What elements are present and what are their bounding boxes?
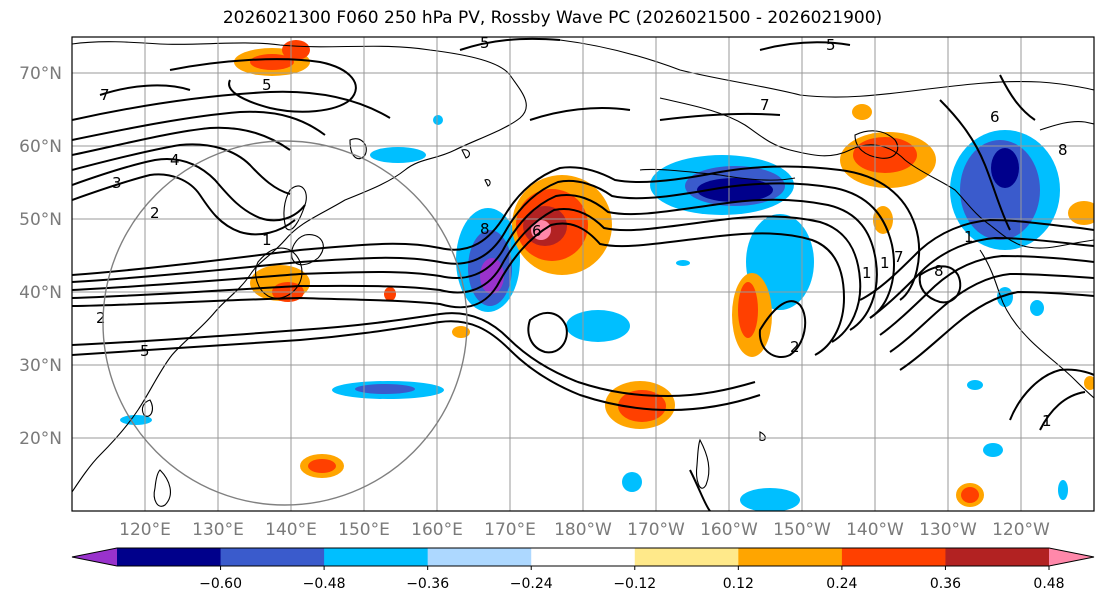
- colorbar-tick-label: −0.24: [510, 576, 553, 592]
- map-title: 2026021300 F060 250 hPa PV, Rossby Wave …: [222, 8, 883, 28]
- negative-anomaly-region: [370, 147, 426, 163]
- contour-label: 5: [480, 34, 490, 52]
- contour-label: 5: [262, 76, 272, 94]
- coastlines: [72, 39, 1094, 507]
- colorbar-tick-label: −0.60: [199, 576, 242, 592]
- colorbar-tick-label: −0.12: [613, 576, 656, 592]
- lat-label: 40°N: [19, 283, 62, 303]
- colorbar-tick-label: 0.48: [1033, 576, 1064, 592]
- contour-label: 1: [262, 231, 272, 249]
- colorbar-extend-max: [1049, 548, 1094, 566]
- colorbar-segment: [117, 548, 222, 566]
- colorbar-segment: [634, 548, 739, 566]
- lon-label: 120°W: [992, 520, 1050, 540]
- colorbar-segment: [220, 548, 325, 566]
- contour-label: 7: [100, 86, 110, 104]
- colorbar-segment: [738, 548, 843, 566]
- contour-label: 5: [826, 36, 836, 54]
- contour-label: 5: [140, 342, 150, 360]
- lon-label: 150°E: [338, 520, 390, 540]
- colorbar-segment: [841, 548, 946, 566]
- contour-label: 7: [894, 248, 904, 266]
- lat-label: 70°N: [19, 64, 62, 84]
- lat-label: 20°N: [19, 429, 62, 449]
- contour-label: 1: [964, 228, 974, 246]
- reference-circle: [102, 140, 468, 506]
- contour-label: 8: [934, 262, 944, 280]
- lon-label: 160°W: [700, 520, 758, 540]
- contour-label: 3: [112, 174, 122, 192]
- contour-label: 1: [862, 264, 872, 282]
- contour-label: 4: [170, 151, 180, 169]
- lon-label: 140°W: [846, 520, 904, 540]
- lon-label: 130°E: [192, 520, 244, 540]
- lon-label: 140°E: [265, 520, 317, 540]
- colorbar: −0.60 −0.48 −0.36 −0.24 −0.12 0.12 0.24 0.36 0.4…: [71, 547, 1095, 592]
- latitude-labels: 70°N 60°N 50°N 40°N 30°N 20°N: [19, 64, 62, 449]
- lon-label: 130°W: [919, 520, 977, 540]
- colorbar-tick-label: 0.12: [723, 576, 754, 592]
- lat-label: 60°N: [19, 137, 62, 157]
- colorbar-segment: [324, 548, 429, 566]
- contour-label: 8: [1058, 141, 1068, 159]
- contour-labels: 5 7 5 5 4 3 2 1 2 7 6 8 6 1 8 1 7 5 8 1 …: [96, 34, 1068, 430]
- contour-label: 1: [1042, 412, 1052, 430]
- contour-label: 8: [480, 220, 490, 238]
- lon-label: 180°W: [554, 520, 612, 540]
- contour-label: 2: [150, 204, 160, 222]
- contour-label: 6: [532, 222, 542, 240]
- map-content: 5 7 5 5 4 3 2 1 2 7 6 8 6 1 8 1 7 5 8 1 …: [72, 34, 1094, 511]
- colorbar-tick-label: 0.24: [826, 576, 857, 592]
- contour-label: 1: [880, 254, 890, 272]
- contour-label: 2: [790, 338, 800, 356]
- colorbar-segment: [945, 548, 1050, 566]
- colorbar-extend-min: [72, 548, 117, 566]
- map-border: [71, 36, 1095, 512]
- colorbar-outline: [71, 547, 1095, 567]
- colorbar-tick-label: 0.36: [930, 576, 961, 592]
- lon-label: 160°E: [411, 520, 463, 540]
- contour-label: 6: [990, 108, 1000, 126]
- lon-label: 170°W: [627, 520, 685, 540]
- lat-label: 30°N: [19, 356, 62, 376]
- contour-label: 2: [96, 309, 106, 327]
- colorbar-segment: [427, 548, 532, 566]
- lon-label: 170°E: [484, 520, 536, 540]
- lon-label: 150°W: [773, 520, 831, 540]
- colorbar-tick-label: −0.48: [303, 576, 346, 592]
- lon-label: 120°E: [119, 520, 171, 540]
- lat-label: 50°N: [19, 210, 62, 230]
- contour-label: 7: [760, 96, 770, 114]
- longitude-labels: 120°E 130°E 140°E 150°E 160°E 170°E 180°…: [119, 520, 1050, 540]
- colorbar-tick-label: −0.36: [406, 576, 449, 592]
- pv-contours: [72, 37, 1094, 511]
- colorbar-segment: [531, 548, 636, 566]
